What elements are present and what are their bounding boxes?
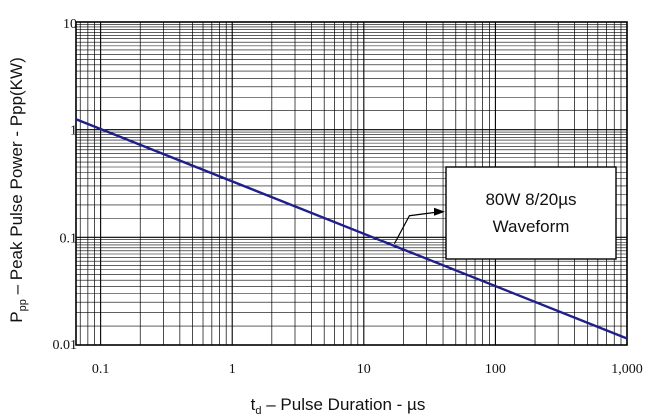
- x-axis-title: td – Pulse Duration - µs: [251, 395, 426, 417]
- x-axis-title-subscript: d: [255, 405, 261, 417]
- series-line-0: [75, 118, 628, 340]
- x-tick-label: 1: [229, 362, 236, 377]
- annotation-arrowhead: [434, 207, 445, 216]
- y-tick-label: 0.01: [53, 338, 78, 353]
- y-axis-title-rest: – Peak Pulse Power - Ppp(KW): [7, 57, 26, 299]
- x-tick-label: 100: [485, 362, 506, 377]
- waveform-annotation: 80W 8/20µs Waveform: [393, 166, 617, 260]
- annotation-box: [445, 166, 617, 260]
- plot-frame: [75, 21, 628, 346]
- annotation-line-1: 80W 8/20µs: [485, 190, 576, 209]
- series-layer: [75, 118, 628, 340]
- x-tick-label: 0.1: [92, 362, 110, 377]
- y-tick-label: 10: [63, 17, 77, 32]
- y-tick-labels: 10 1 0.1 0.01: [53, 17, 78, 353]
- x-axis-title-main: t: [251, 395, 256, 414]
- y-axis-title: Ppp – Peak Pulse Power - Ppp(KW): [7, 57, 29, 322]
- y-axis-title-main: P: [7, 311, 26, 322]
- annotation-line-2: Waveform: [493, 217, 570, 236]
- y-tick-label: 0.1: [60, 231, 78, 246]
- x-tick-label: 1,000: [611, 362, 643, 377]
- y-tick-label: 1: [70, 124, 77, 139]
- y-axis-title-subscript: pp: [17, 299, 29, 311]
- x-tick-label: 10: [357, 362, 371, 377]
- x-axis-title-rest: – Pulse Duration - µs: [262, 395, 426, 414]
- x-tick-labels: 0.1 1 10 100 1,000: [92, 362, 643, 377]
- annotation-arrow: [393, 211, 441, 245]
